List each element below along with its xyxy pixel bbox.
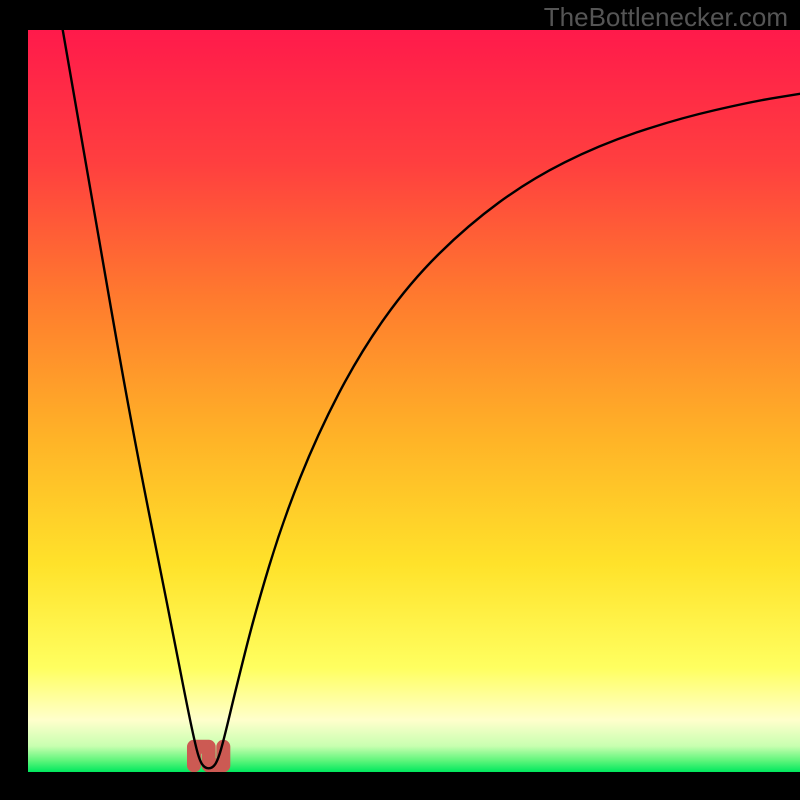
chart-root: TheBottlenecker.com — [0, 0, 800, 800]
watermark-text: TheBottlenecker.com — [544, 2, 788, 33]
plot-svg — [28, 30, 800, 772]
plot-area — [28, 30, 800, 772]
gradient-background — [28, 30, 800, 772]
